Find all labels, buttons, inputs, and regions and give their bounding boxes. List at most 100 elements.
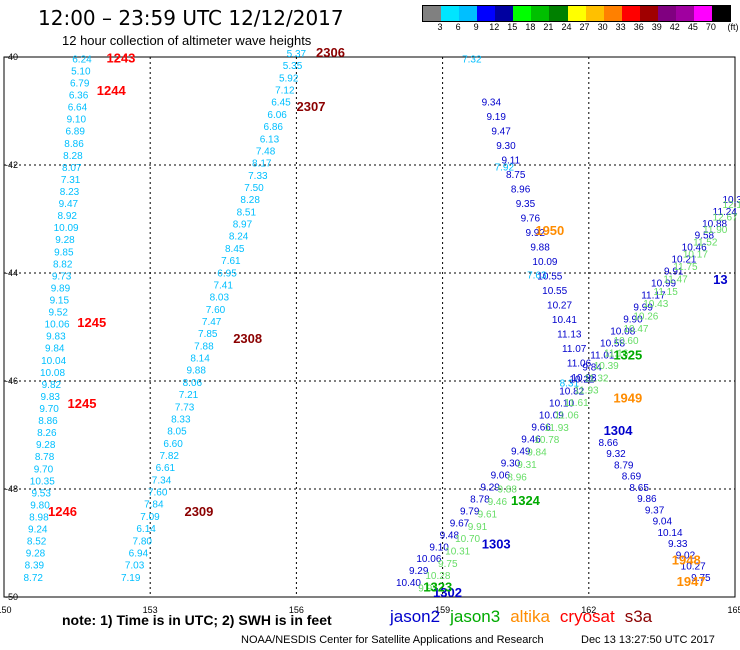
wave-height-value: 8.65 [629, 483, 649, 494]
wave-height-value: 10.17 [683, 250, 708, 261]
wave-height-value: 9.89 [51, 283, 71, 294]
wave-height-value: 7.60 [206, 305, 226, 316]
wave-height-value: 8.39 [25, 561, 45, 572]
color-scale-tick: 24 [561, 22, 572, 32]
wave-height-value: 9.84 [582, 363, 602, 374]
wave-height-value: 9.19 [486, 112, 506, 123]
y-tick-label: -48 [5, 484, 18, 494]
wave-height-value: 8.52 [27, 537, 47, 548]
pass-number-label: 1245 [68, 396, 97, 411]
wave-height-value: 7.73 [175, 402, 195, 413]
color-scale-tick: 6 [455, 22, 461, 32]
wave-height-value: 9.66 [531, 422, 551, 433]
wave-height-value: 11.47 [663, 274, 688, 285]
wave-height-value: 6.45 [271, 98, 291, 109]
pass-number-label: 13 [713, 272, 727, 287]
pass-number-label: 1947 [677, 574, 706, 589]
wave-height-value: 10.14 [658, 528, 683, 539]
x-tick-label: 150 [0, 605, 12, 615]
wave-height-value: 9.31 [517, 460, 537, 471]
wave-height-value: 10.41 [552, 315, 577, 326]
wave-height-value: 7.21 [179, 390, 199, 401]
pass-number-label: 1244 [97, 83, 127, 98]
wave-height-value: 11.06 [554, 410, 579, 421]
x-tick-label: 162 [581, 605, 596, 615]
wave-height-value: 11.15 [654, 287, 679, 298]
wave-height-value: 7.48 [256, 146, 276, 157]
wave-height-value: 8.66 [599, 438, 619, 449]
wave-height-value: 7.09 [140, 512, 160, 523]
color-scale-tick: 9 [473, 22, 479, 32]
color-scale-tick: 21 [543, 22, 554, 32]
wave-height-value: 10.27 [547, 301, 572, 312]
wave-height-value: 9.58 [695, 231, 715, 242]
wave-height-value: 7.34 [152, 475, 172, 486]
wave-height-value: 11.06 [567, 359, 592, 370]
wave-height-value: 8.07 [62, 163, 82, 174]
wave-height-value: 10.98 [571, 373, 596, 384]
color-scale-tick: 33 [615, 22, 626, 32]
y-tick-label: -44 [5, 268, 18, 278]
wave-height-value: 11.16 [604, 349, 629, 360]
footer-notes: note: 1) Time is in UTC; 2) SWH is in fe… [62, 612, 332, 628]
wave-height-value: 7.50 [244, 183, 264, 194]
color-swatch-2 [459, 6, 478, 21]
wave-height-value: 9.92 [525, 228, 545, 239]
wave-height-value: 8.24 [229, 232, 249, 243]
wave-height-value: 7.60 [148, 488, 168, 499]
wave-height-value: 10.27 [681, 562, 706, 573]
wave-height-value: 10.09 [539, 410, 564, 421]
wave-height-value: 8.82 [53, 259, 73, 270]
color-scale-tick: 36 [633, 22, 644, 32]
y-tick-label: -46 [5, 376, 18, 386]
wave-height-value: 9.02 [676, 550, 696, 561]
color-swatch-6 [531, 6, 550, 21]
wave-height-value: 9.92 [418, 584, 438, 595]
pass-number-label: 2309 [184, 504, 213, 519]
color-scale-tick: 45 [687, 22, 698, 32]
color-scale-bar [422, 5, 731, 22]
wave-height-value: 10.10 [549, 398, 574, 409]
footer-credit: NOAA/NESDIS Center for Satellite Applica… [241, 634, 544, 646]
color-swatch-16 [712, 6, 731, 21]
color-swatch-1 [441, 6, 460, 21]
wave-height-value: 7.03 [125, 561, 145, 572]
wave-height-value: 7.80 [133, 536, 153, 547]
pass-number-label: 1302 [433, 585, 462, 600]
wave-height-value: 7.92 [495, 162, 515, 173]
wave-height-value: 6.24 [72, 54, 92, 65]
pass-number-label: 1245 [77, 315, 106, 330]
wave-height-value: 9.91 [468, 522, 488, 533]
wave-height-value: 9.28 [55, 235, 75, 246]
wave-height-value: 9.47 [491, 127, 511, 138]
wave-height-value: 8.33 [171, 414, 191, 425]
pass-number-label: 2306 [316, 45, 345, 60]
wave-height-value: 10.55 [537, 272, 562, 283]
wave-height-value: 9.88 [186, 366, 206, 377]
wave-height-value: 8.78 [470, 494, 490, 505]
wave-height-value: 9.32 [606, 449, 626, 460]
wave-height-value: 6.13 [260, 134, 280, 145]
wave-height-value: 9.99 [633, 303, 653, 314]
wave-height-value: 5.37 [287, 49, 307, 60]
wave-height-value: 8.75 [506, 170, 526, 181]
wave-height-value: 10.04 [41, 356, 66, 367]
wave-height-value: 10.28 [425, 571, 450, 582]
wave-height-value: 9.73 [52, 271, 72, 282]
wave-height-value: 8.28 [63, 151, 83, 162]
wave-height-value: 10.09 [532, 257, 557, 268]
wave-height-value: 9.48 [440, 530, 460, 541]
color-scale-tick: 42 [669, 22, 680, 32]
wave-height-value: 10.88 [702, 219, 727, 230]
wave-height-value: 9.28 [36, 440, 56, 451]
pass-number-label: 2308 [233, 331, 262, 346]
y-tick-label: -40 [5, 52, 18, 62]
wave-height-value: 10.35 [30, 476, 55, 487]
wave-height-value: 9.49 [511, 446, 531, 457]
wave-height-value: 8.72 [24, 573, 44, 584]
wave-height-value: 10.58 [600, 339, 625, 350]
wave-height-value: 9.52 [48, 308, 68, 319]
wave-height-value: 9.75 [438, 559, 458, 570]
color-swatch-12 [639, 6, 658, 21]
